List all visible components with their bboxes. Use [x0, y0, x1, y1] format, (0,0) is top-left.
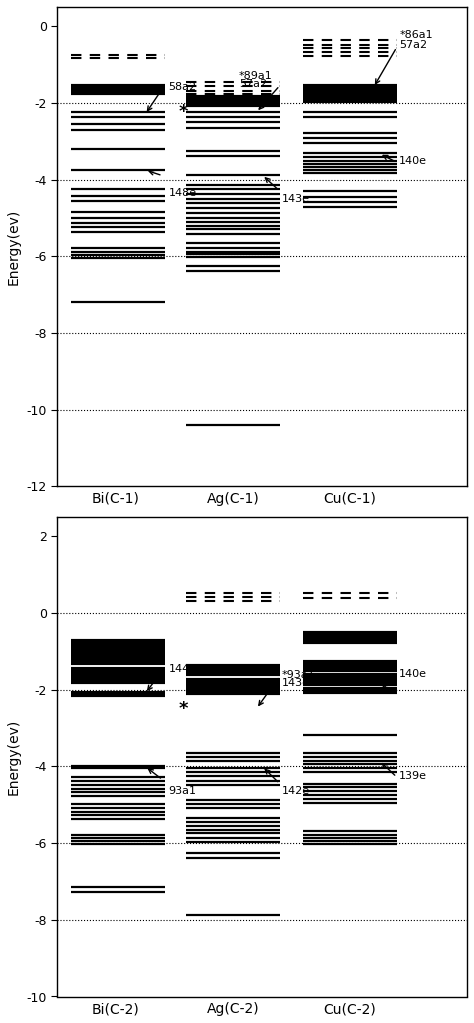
Text: 143e: 143e	[282, 193, 310, 204]
Text: *: *	[179, 700, 189, 718]
Text: *89a1: *89a1	[239, 71, 273, 81]
Text: 140e: 140e	[399, 157, 427, 166]
Text: 142e: 142e	[282, 787, 310, 796]
Text: 93a1: 93a1	[169, 787, 197, 796]
Text: 57a2: 57a2	[239, 80, 267, 89]
Text: 57a2: 57a2	[399, 40, 427, 49]
Text: *: *	[179, 103, 189, 122]
Text: 58a2: 58a2	[169, 82, 197, 92]
Y-axis label: Energy(ev): Energy(ev)	[7, 209, 21, 284]
Y-axis label: Energy(ev): Energy(ev)	[7, 718, 21, 795]
Text: 140e: 140e	[399, 669, 427, 679]
Text: 144e: 144e	[169, 664, 197, 673]
Text: *86a1: *86a1	[399, 30, 433, 40]
Text: *93a1: *93a1	[282, 670, 316, 680]
Text: 143e: 143e	[282, 678, 310, 687]
Text: 139e: 139e	[399, 771, 427, 781]
Text: 148e: 148e	[169, 188, 197, 198]
